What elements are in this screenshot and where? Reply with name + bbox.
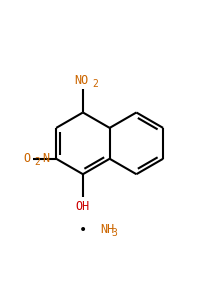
Text: NH: NH xyxy=(100,223,114,236)
Text: 3: 3 xyxy=(112,228,118,238)
Text: 2: 2 xyxy=(92,79,98,89)
Text: NO: NO xyxy=(74,74,88,87)
Text: 2: 2 xyxy=(34,156,40,166)
Text: OH: OH xyxy=(76,200,90,213)
Text: •: • xyxy=(79,223,87,237)
Text: N: N xyxy=(42,152,49,165)
Text: O: O xyxy=(23,152,31,165)
